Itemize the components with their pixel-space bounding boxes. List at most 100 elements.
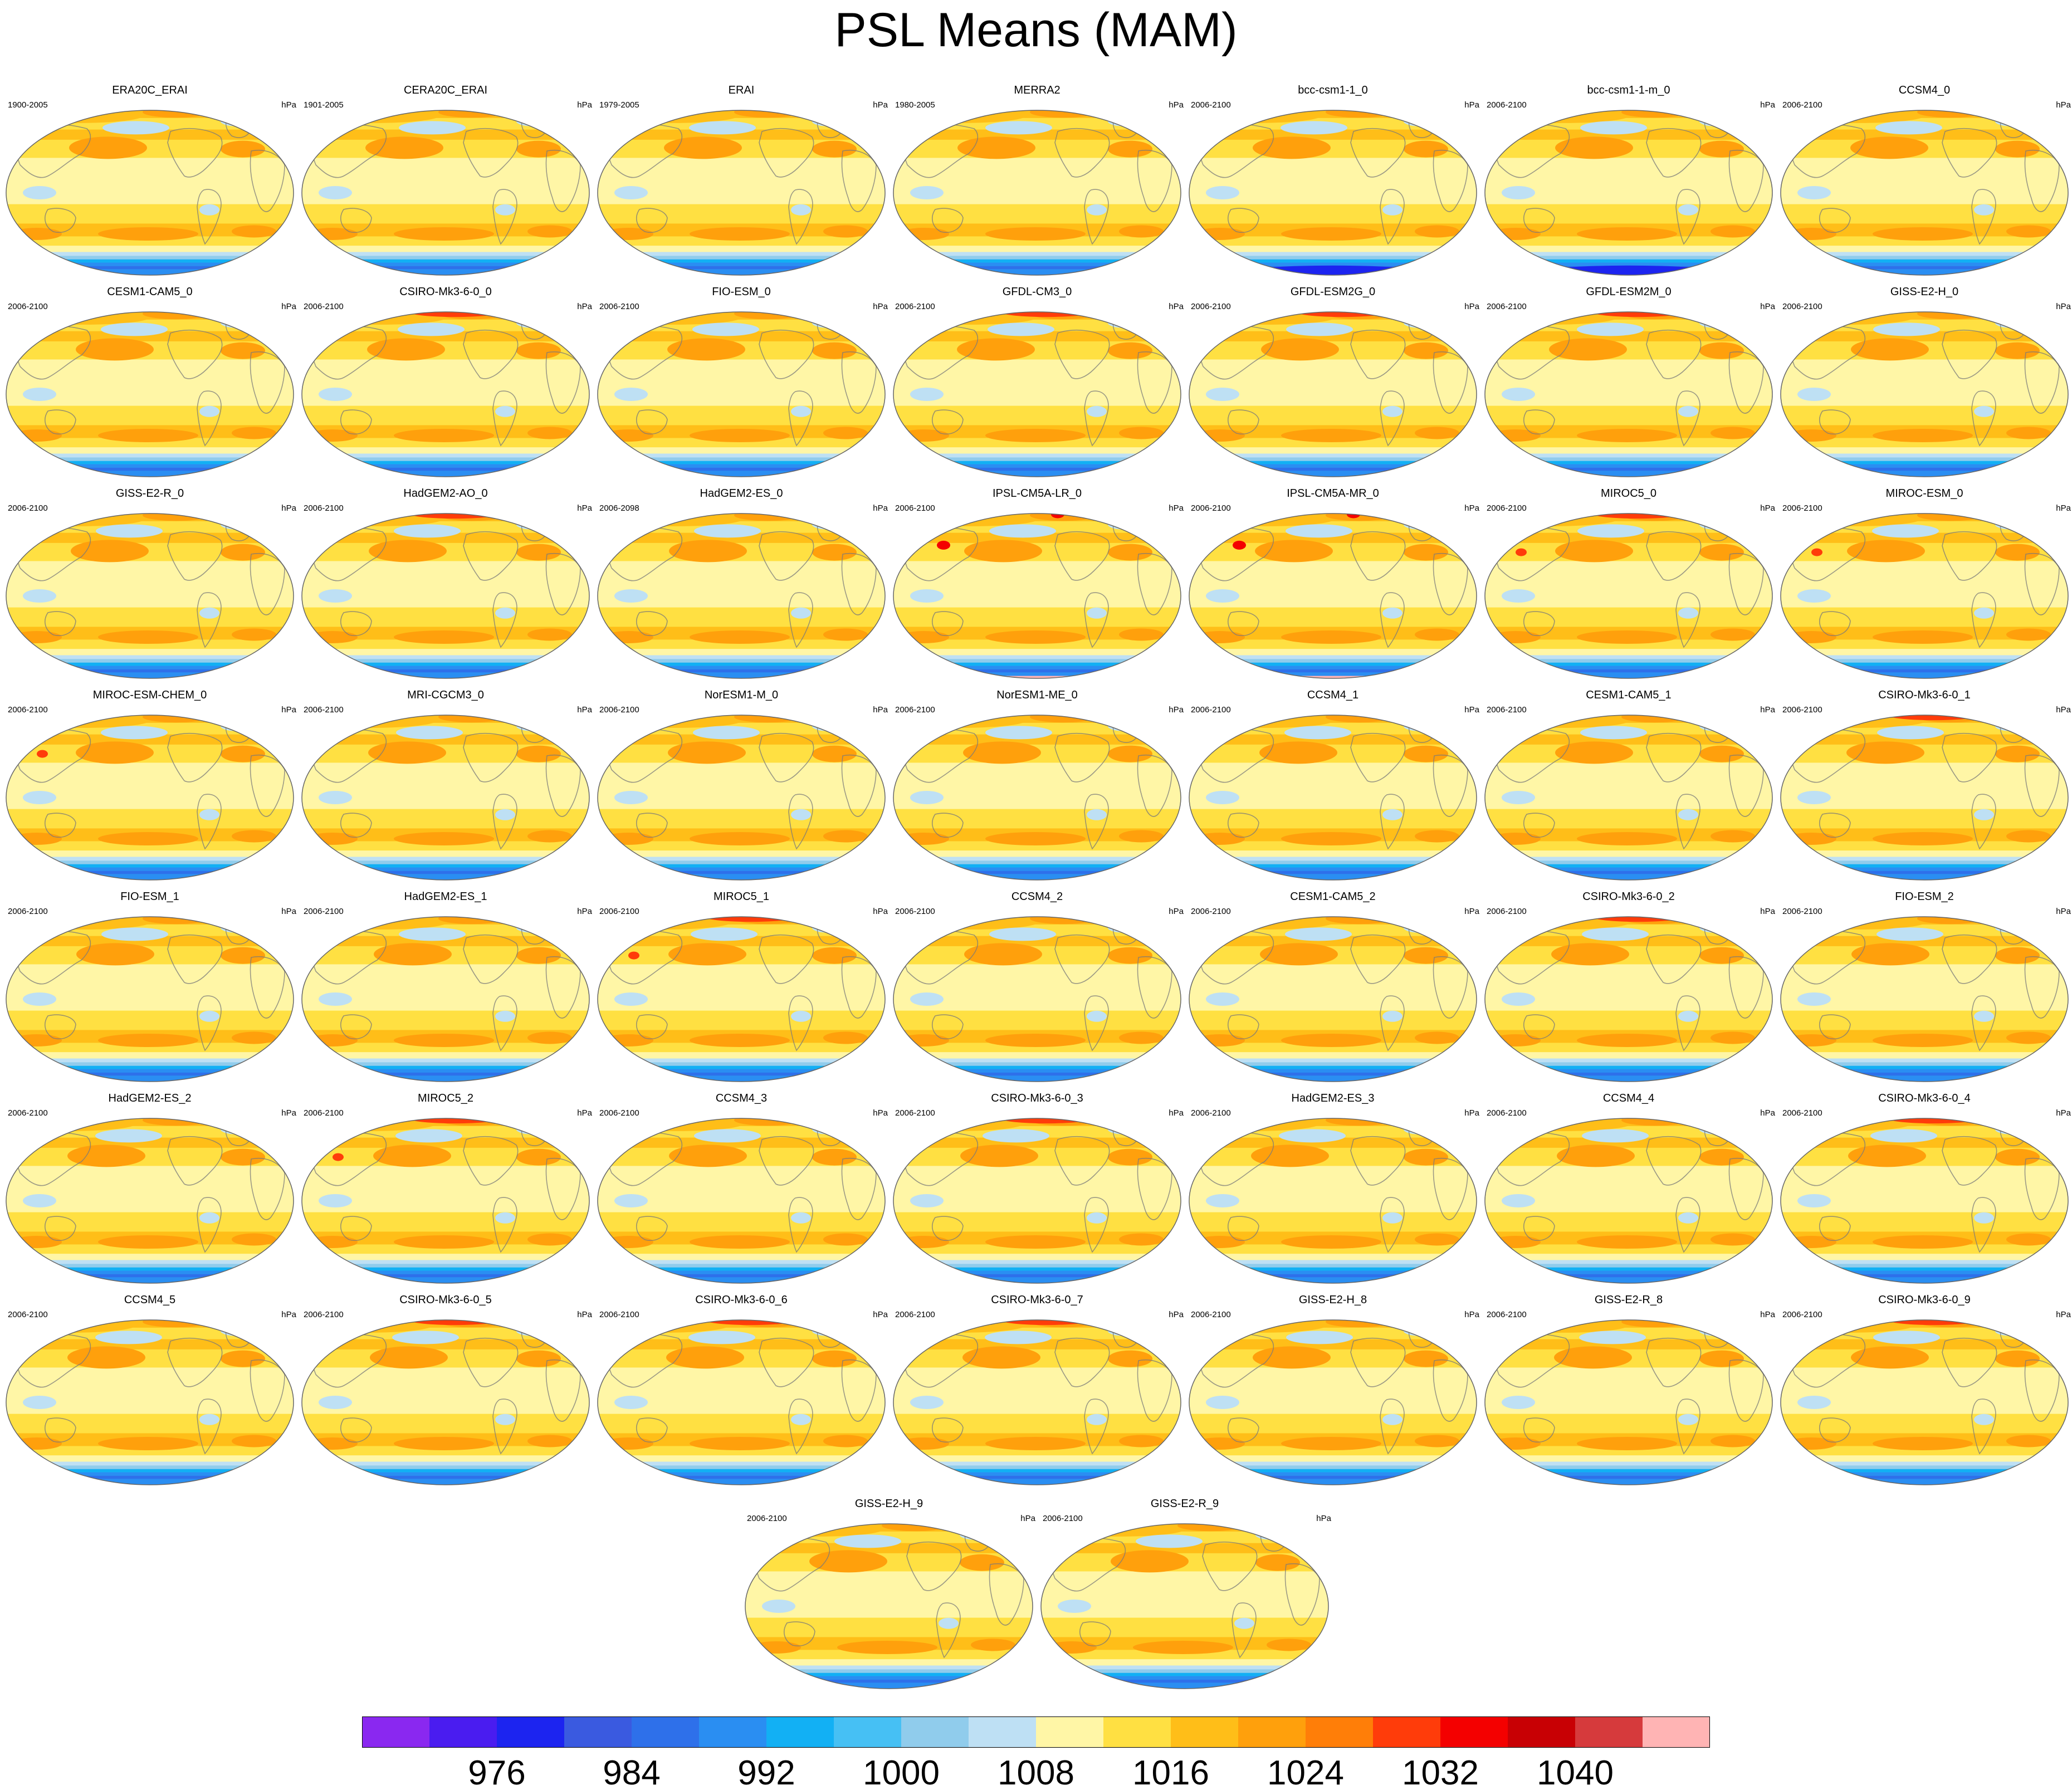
panel-years: 2006-2100 <box>304 1310 344 1319</box>
map-panel: NorESM1-M_0 2006-2100 hPa <box>595 687 888 888</box>
colorbar-label: 1032 <box>1402 1754 1479 1790</box>
map-panel: HadGEM2-ES_3 2006-2100 hPa <box>1186 1090 1479 1291</box>
panel-title: CCSM4_2 <box>1011 891 1063 903</box>
panel-units: hPa <box>1464 705 1479 715</box>
psl-map <box>597 916 886 1082</box>
panel-years: 2006-2098 <box>599 503 639 513</box>
map-panel: FIO-ESM_1 2006-2100 hPa <box>3 889 296 1089</box>
panel-units: hPa <box>1760 705 1775 715</box>
map-panel: MIROC5_1 2006-2100 hPa <box>595 889 888 1089</box>
psl-map <box>745 1523 1033 1689</box>
panel-years: 2006-2100 <box>1782 503 1822 513</box>
panel-years: 1979-2005 <box>599 100 639 110</box>
panel-title: CCSM4_1 <box>1307 689 1359 701</box>
panel-title: MIROC-ESM_0 <box>1885 487 1963 500</box>
colorbar-label: 976 <box>468 1754 525 1790</box>
panel-years: 2006-2100 <box>1191 907 1231 916</box>
map-panel: CSIRO-Mk3-6-0_7 2006-2100 hPa <box>891 1292 1184 1493</box>
panel-years: 2006-2100 <box>599 705 639 715</box>
map-panel: GFDL-ESM2G_0 2006-2100 hPa <box>1186 284 1479 485</box>
map-panel: CCSM4_2 2006-2100 hPa <box>891 889 1184 1089</box>
colorbar-box <box>564 1716 632 1748</box>
panel-years: 2006-2100 <box>895 1310 935 1319</box>
panel-years: 2006-2100 <box>1782 1310 1822 1319</box>
map-panel: HadGEM2-ES_2 2006-2100 hPa <box>3 1090 296 1291</box>
psl-map <box>597 513 886 679</box>
panel-years: 2006-2100 <box>1782 907 1822 916</box>
panel-units: hPa <box>1760 907 1775 916</box>
colorbar-box <box>1238 1716 1306 1748</box>
psl-map <box>1780 513 2069 679</box>
colorbar-graphic: 976 984 992 1000 1008 1016 1024 1032 1040 <box>362 1716 1710 1790</box>
psl-map <box>893 311 1181 477</box>
panel-units: hPa <box>2056 1310 2071 1319</box>
colorbar-box <box>766 1716 834 1748</box>
map-panel: GISS-E2-R_8 2006-2100 hPa <box>1482 1292 1775 1493</box>
colorbar-box <box>1440 1716 1508 1748</box>
map-panel: CSIRO-Mk3-6-0_1 2006-2100 hPa <box>1778 687 2071 888</box>
map-panel: bcc-csm1-1-m_0 2006-2100 hPa <box>1482 82 1775 283</box>
map-panel: CESM1-CAM5_0 2006-2100 hPa <box>3 284 296 485</box>
panel-years: 2006-2100 <box>1487 302 1527 311</box>
map-panel: CCSM4_3 2006-2100 hPa <box>595 1090 888 1291</box>
colorbar-label: 1008 <box>998 1754 1074 1790</box>
panel-years: 2006-2100 <box>1782 100 1822 110</box>
panel-units: hPa <box>281 100 296 110</box>
map-panel: GISS-E2-R_9 2006-2100 hPa <box>1038 1496 1331 1696</box>
colorbar-box <box>1171 1716 1239 1748</box>
psl-map <box>893 513 1181 679</box>
map-panel: HadGEM2-ES_0 2006-2098 hPa <box>595 486 888 686</box>
panel-title: GISS-E2-H_9 <box>854 1498 923 1510</box>
psl-map <box>893 916 1181 1082</box>
panel-title: GISS-E2-H_0 <box>1890 286 1959 298</box>
panel-title: CERA20C_ERAI <box>403 84 488 96</box>
panel-units: hPa <box>281 503 296 513</box>
panel-units: hPa <box>281 302 296 311</box>
psl-map <box>301 1118 590 1284</box>
colorbar-box <box>1373 1716 1441 1748</box>
map-panel: CERA20C_ERAI 1901-2005 hPa <box>299 82 592 283</box>
panel-title: ERAI <box>728 84 755 96</box>
panel-units: hPa <box>1020 1514 1035 1523</box>
colorbar: 976 984 992 1000 1008 1016 1024 1032 1040 <box>362 1716 1710 1790</box>
panel-title: HadGEM2-ES_3 <box>1291 1092 1375 1104</box>
panel-units: hPa <box>1169 907 1184 916</box>
map-panel: IPSL-CM5A-MR_0 2006-2100 hPa <box>1186 486 1479 686</box>
panel-units: hPa <box>1169 503 1184 513</box>
colorbar-box <box>362 1716 430 1748</box>
panel-title: ERA20C_ERAI <box>112 84 188 96</box>
map-panel: bcc-csm1-1_0 2006-2100 hPa <box>1186 82 1479 283</box>
panel-units: hPa <box>1760 100 1775 110</box>
panel-years: 2006-2100 <box>1487 100 1527 110</box>
panel-years: 2006-2100 <box>304 503 344 513</box>
colorbar-box <box>497 1716 565 1748</box>
panel-units: hPa <box>2056 302 2071 311</box>
panel-units: hPa <box>1464 1310 1479 1319</box>
psl-map <box>1780 916 2069 1082</box>
panel-title: CSIRO-Mk3-6-0_6 <box>695 1294 788 1306</box>
panel-title: MIROC5_1 <box>713 891 770 903</box>
panel-title: GFDL-ESM2G_0 <box>1290 286 1376 298</box>
panel-years: 2006-2100 <box>599 1108 639 1118</box>
panel-title: HadGEM2-ES_1 <box>404 891 487 903</box>
map-panel: MERRA2 1980-2005 hPa <box>891 82 1184 283</box>
map-panel: ERA20C_ERAI 1900-2005 hPa <box>3 82 296 283</box>
psl-map <box>6 513 294 679</box>
panel-years: 2006-2100 <box>1191 302 1231 311</box>
map-panel: GISS-E2-H_9 2006-2100 hPa <box>742 1496 1035 1696</box>
panel-units: hPa <box>577 907 592 916</box>
panel-years: 2006-2100 <box>1782 705 1822 715</box>
panel-units: hPa <box>1464 1108 1479 1118</box>
map-panel: CCSM4_5 2006-2100 hPa <box>3 1292 296 1493</box>
colorbar-box <box>1508 1716 1576 1748</box>
panel-years: 2006-2100 <box>8 1310 48 1319</box>
panel-title: CCSM4_3 <box>715 1092 768 1104</box>
panel-units: hPa <box>1169 100 1184 110</box>
map-panel: CSIRO-Mk3-6-0_3 2006-2100 hPa <box>891 1090 1184 1291</box>
panel-years: 2006-2100 <box>1043 1514 1083 1523</box>
panel-units: hPa <box>1169 1310 1184 1319</box>
panel-title: MIROC5_0 <box>1600 487 1657 500</box>
psl-map <box>1780 715 2069 881</box>
panel-units: hPa <box>1169 1108 1184 1118</box>
map-panel: GISS-E2-H_8 2006-2100 hPa <box>1186 1292 1479 1493</box>
